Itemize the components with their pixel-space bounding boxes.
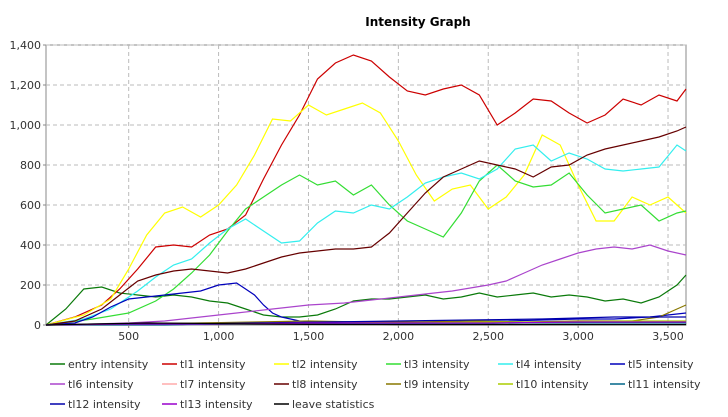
series-line-10: [45, 304, 687, 326]
x-tick-label: 500: [118, 330, 139, 343]
y-tick-label: 1,000: [10, 119, 42, 132]
x-tick-label: 2,500: [472, 330, 504, 343]
legend-label: tl5 intensity: [628, 358, 694, 371]
x-tick-label: 3,500: [652, 330, 684, 343]
axes: 500 1,000 1,500 2,000 2,500 3,000 3,500 0 200 400…: [10, 39, 684, 343]
series-line-3: [45, 102, 687, 326]
legend-label: tl12 intensity: [68, 398, 141, 411]
legend-label: tl8 intensity: [292, 378, 358, 391]
series-line-2: [45, 54, 687, 326]
legend-label: tl9 intensity: [404, 378, 470, 391]
grid: [46, 44, 686, 325]
y-tick-label: 0: [34, 319, 41, 332]
legend-label: tl13 intensity: [180, 398, 253, 411]
y-tick-label: 1,200: [10, 79, 42, 92]
series-line-9: [45, 126, 687, 326]
series-line-6: [45, 282, 687, 326]
series-layer: [45, 54, 687, 326]
x-tick-label: 2,000: [383, 330, 415, 343]
series-line-7: [45, 244, 687, 326]
legend-label: tl6 intensity: [68, 378, 134, 391]
legend-label: tl3 intensity: [404, 358, 470, 371]
series-line-4: [45, 164, 687, 326]
y-tick-label: 400: [20, 239, 41, 252]
legend-label: tl2 intensity: [292, 358, 358, 371]
y-tick-label: 200: [20, 279, 41, 292]
series-line-14: [45, 321, 686, 326]
chart-title: Intensity Graph: [365, 15, 470, 29]
x-tick-label: 3,000: [562, 330, 594, 343]
series-line-5: [45, 144, 687, 326]
legend-label: tl1 intensity: [180, 358, 246, 371]
x-tick-label: 1,500: [293, 330, 325, 343]
y-tick-label: 800: [20, 159, 41, 172]
legend-label: entry intensity: [68, 358, 149, 371]
legend-label: leave statistics: [292, 398, 375, 411]
y-tick-label: 1,400: [10, 39, 42, 52]
legend-label: tl7 intensity: [180, 378, 246, 391]
legend-label: tl11 intensity: [628, 378, 701, 391]
y-tick-label: 600: [20, 199, 41, 212]
x-tick-label: 1,000: [203, 330, 235, 343]
legend-label: tl10 intensity: [516, 378, 589, 391]
legend-label: tl4 intensity: [516, 358, 582, 371]
series-line-1: [45, 274, 687, 326]
series-line-15: [45, 322, 686, 326]
legend: entry intensity tl1 intensity tl2 intensit…: [50, 358, 701, 411]
plot-area: [45, 44, 687, 326]
